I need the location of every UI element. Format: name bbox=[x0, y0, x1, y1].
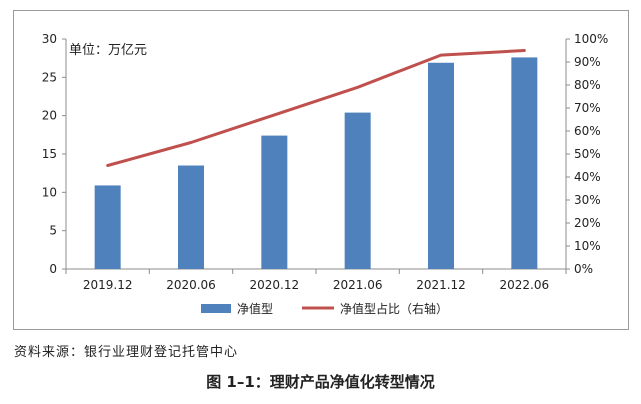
left-tick-label: 15 bbox=[42, 147, 57, 161]
legend-label-bar: 净值型 bbox=[237, 301, 273, 316]
right-tick-label: 80% bbox=[574, 78, 601, 92]
right-tick-label: 100% bbox=[574, 32, 608, 46]
legend: 净值型 净值型占比（右轴） bbox=[201, 301, 448, 316]
source-note: 资料来源：银行业理财登记托管中心 bbox=[14, 345, 239, 360]
chart-container: 0 5 10 15 20 25 30 0% 10% 20% 30% 40% 50% 60% 70% 80% 90… bbox=[13, 10, 629, 330]
x-tick-label: 2022.06 bbox=[500, 278, 550, 292]
x-tick-label: 2021.12 bbox=[416, 278, 466, 292]
right-tick-label: 50% bbox=[574, 147, 601, 161]
bar bbox=[344, 112, 371, 269]
legend-swatch-bar bbox=[201, 304, 231, 313]
right-tick-label: 30% bbox=[574, 193, 601, 207]
left-tick-label: 5 bbox=[49, 224, 57, 238]
bar bbox=[94, 185, 121, 269]
x-tick-label: 2020.06 bbox=[166, 278, 216, 292]
legend-label-line: 净值型占比（右轴） bbox=[340, 301, 448, 316]
bar bbox=[261, 135, 288, 269]
left-tick-label: 30 bbox=[42, 32, 57, 46]
right-tick-label: 90% bbox=[574, 55, 601, 69]
x-tick-label: 2021.06 bbox=[333, 278, 383, 292]
line-series bbox=[106, 49, 526, 167]
bar bbox=[428, 62, 454, 270]
right-tick-label: 20% bbox=[574, 216, 601, 230]
right-tick-label: 10% bbox=[574, 239, 601, 253]
left-tick-label: 20 bbox=[42, 109, 57, 123]
left-tick-label: 0 bbox=[49, 262, 57, 276]
bar bbox=[178, 165, 204, 269]
left-tick-label: 10 bbox=[42, 185, 57, 199]
figure-caption: 图 1–1：理财产品净值化转型情况 bbox=[206, 373, 435, 391]
unit-label: 单位：万亿元 bbox=[69, 43, 147, 58]
axes: 0 5 10 15 20 25 30 0% 10% 20% 30% 40% 50% 60% 70% 80% 90… bbox=[42, 32, 609, 292]
right-tick-label: 0% bbox=[574, 262, 593, 276]
right-tick-label: 60% bbox=[574, 124, 601, 138]
x-tick-label: 2020.12 bbox=[250, 278, 300, 292]
combo-chart: 0 5 10 15 20 25 30 0% 10% 20% 30% 40% 50% 60% 70% 80% 90… bbox=[42, 32, 609, 316]
left-tick-label: 25 bbox=[42, 70, 57, 84]
x-tick-label: 2019.12 bbox=[83, 278, 133, 292]
right-tick-label: 40% bbox=[574, 170, 601, 184]
bar-series bbox=[94, 57, 538, 270]
bar bbox=[511, 57, 538, 270]
share-line bbox=[106, 49, 526, 167]
right-tick-label: 70% bbox=[574, 101, 601, 115]
